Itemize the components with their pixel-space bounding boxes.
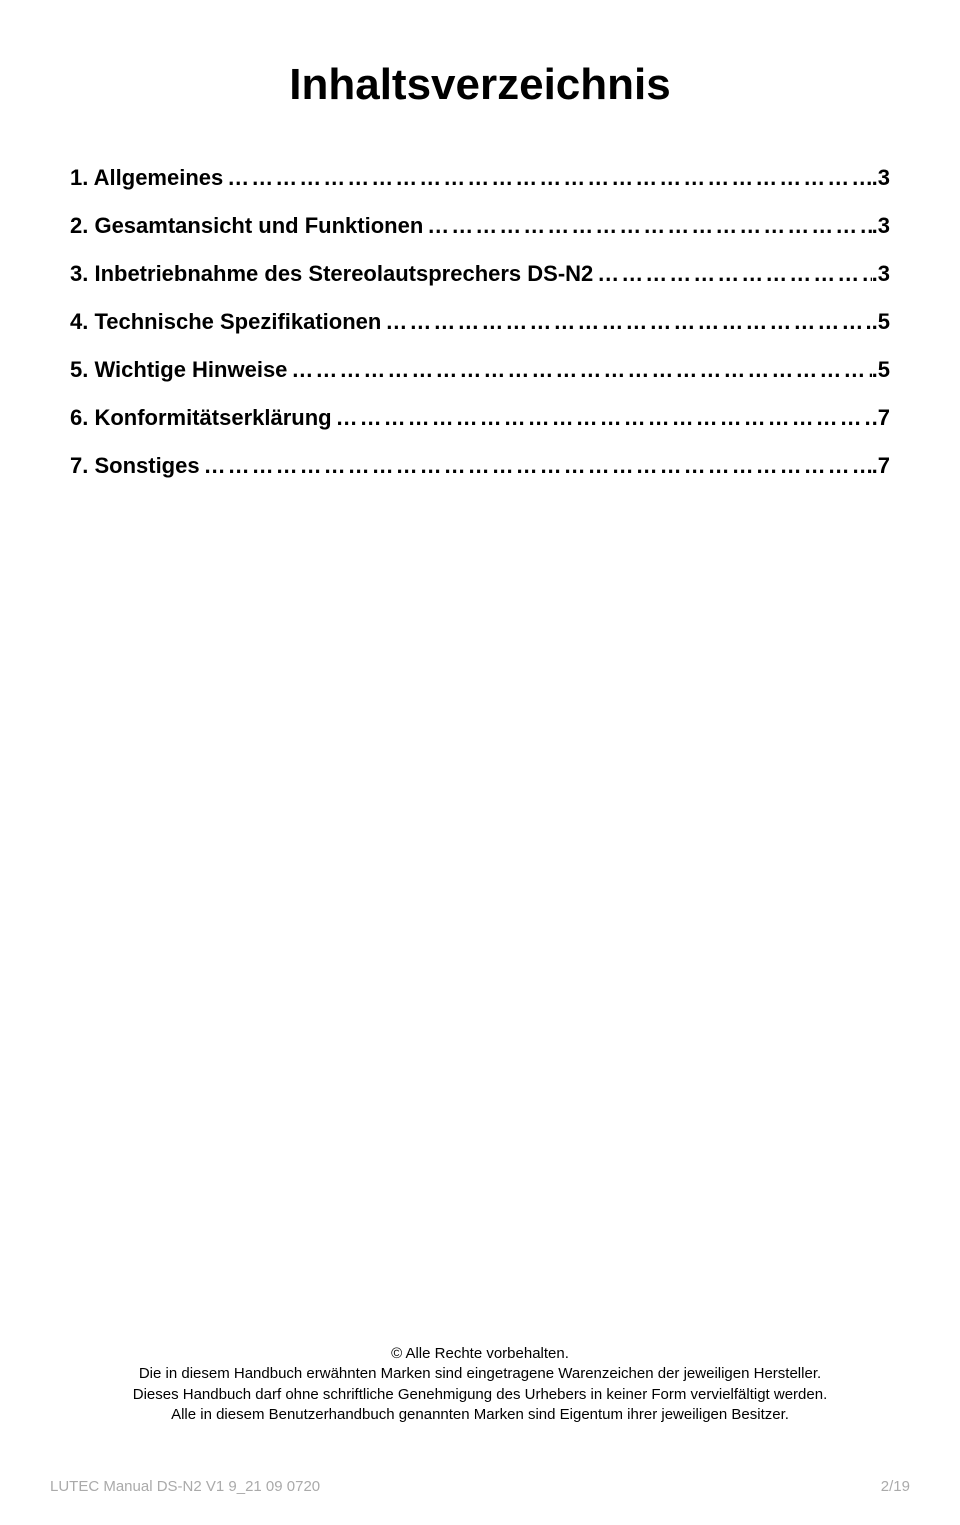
toc-leader-dots [332,405,872,431]
toc-entry-page: .3 [872,213,890,239]
toc-leader-dots [593,261,871,287]
toc-entry-page: .7 [872,405,890,431]
toc-entry: 2. Gesamtansicht und Funktionen .3 [70,213,890,239]
toc-leader-dots [223,165,871,191]
toc-leader-dots [423,213,871,239]
toc-entry-page: .3 [872,165,890,191]
copyright-notice: © Alle Rechte vorbehalten. Die in diesem… [70,1344,890,1425]
toc-leader-dots [200,453,872,479]
toc-entry-page: .3 [872,261,890,287]
toc-entry: 7. Sonstiges .7 [70,453,890,479]
copyright-line: Alle in diesem Benutzerhandbuch genannte… [70,1405,890,1425]
toc-entry-label: 5. Wichtige Hinweise [70,357,287,383]
toc-entry-page: .7 [872,453,890,479]
toc-entry: 1. Allgemeines .3 [70,165,890,191]
toc-entry-label: 4. Technische Spezifikationen [70,309,381,335]
toc-entry-label: 6. Konformitätserklärung [70,405,332,431]
toc-entry: 4. Technische Spezifikationen ..5 [70,309,890,335]
copyright-line: Dieses Handbuch darf ohne schriftliche G… [70,1385,890,1405]
toc-entry-label: 2. Gesamtansicht und Funktionen [70,213,423,239]
toc-entry-page: .5 [872,357,890,383]
footer-page-number: 2/19 [881,1478,910,1495]
page-title: Inhaltsverzeichnis [70,60,890,110]
footer-document-id: LUTEC Manual DS-N2 V1 9_21 09 0720 [50,1478,320,1495]
toc-leader-dots [381,309,865,335]
toc-entry-label: 3. Inbetriebnahme des Stereolautsprecher… [70,261,593,287]
toc-entry: 3. Inbetriebnahme des Stereolautsprecher… [70,261,890,287]
page-footer: LUTEC Manual DS-N2 V1 9_21 09 0720 2/19 [50,1478,910,1495]
toc-leader-dots [287,357,871,383]
toc-entry-page: ..5 [866,309,890,335]
table-of-contents: 1. Allgemeines .3 2. Gesamtansicht und F… [70,165,890,479]
toc-entry-label: 7. Sonstiges [70,453,200,479]
copyright-line: Die in diesem Handbuch erwähnten Marken … [70,1364,890,1384]
toc-entry-label: 1. Allgemeines [70,165,223,191]
copyright-line: © Alle Rechte vorbehalten. [70,1344,890,1364]
toc-entry: 6. Konformitätserklärung .7 [70,405,890,431]
toc-entry: 5. Wichtige Hinweise .5 [70,357,890,383]
